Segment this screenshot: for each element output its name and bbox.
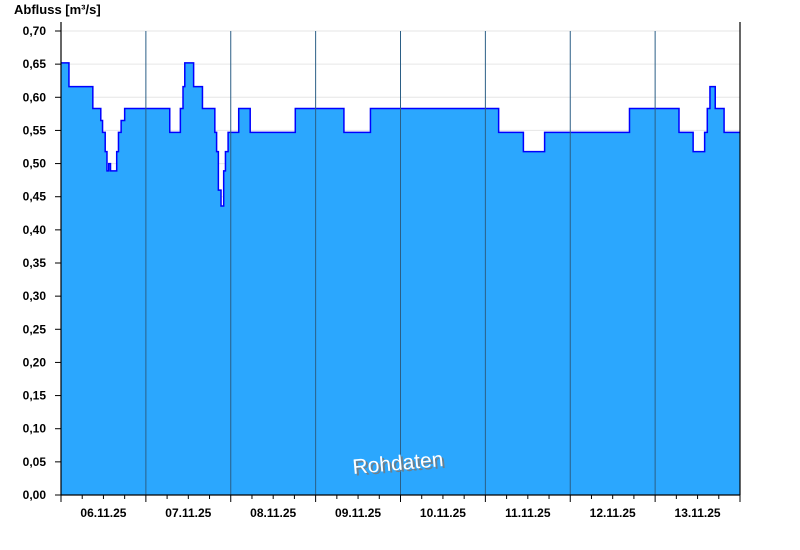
- x-tick-label: 10.11.25: [420, 506, 466, 520]
- y-tick-labels: 0,00 0,05 0,10 0,15 0,20 0,25 0,30 0,35 0,40 0,45…: [23, 24, 47, 502]
- y-tick-label: 0,15: [23, 389, 47, 403]
- y-tick-label: 0,10: [23, 422, 47, 436]
- y-tick-label: 0,50: [23, 157, 47, 171]
- y-tick-label: 0,60: [23, 90, 47, 104]
- y-tick-label: 0,25: [23, 322, 47, 336]
- day-separators: [145, 31, 656, 495]
- y-tick-label: 0,70: [23, 24, 47, 38]
- x-tick-label: 07.11.25: [165, 506, 211, 520]
- y-tick-label: 0,45: [23, 190, 47, 204]
- x-tick-labels: 06.11.25 07.11.25 08.11.25 09.11.25 10.11.25…: [80, 506, 721, 520]
- y-tick-label: 0,35: [23, 256, 47, 270]
- y-tick-label: 0,40: [23, 223, 47, 237]
- x-tick-label: 08.11.25: [250, 506, 296, 520]
- x-tick-label: 12.11.25: [590, 506, 636, 520]
- x-tick-label: 13.11.25: [675, 506, 721, 520]
- x-tick-label: 11.11.25: [505, 506, 551, 520]
- x-tick-label: 09.11.25: [335, 506, 381, 520]
- y-tick-label: 0,30: [23, 289, 47, 303]
- y-tick-label: 0,00: [23, 488, 47, 502]
- y-tick-label: 0,65: [23, 57, 47, 71]
- y-tick-label: 0,05: [23, 455, 47, 469]
- x-tick-label: 06.11.25: [80, 506, 126, 520]
- y-axis-title: Abfluss [m³/s]: [14, 2, 101, 17]
- y-tick-label: 0,55: [23, 123, 47, 137]
- discharge-line: [61, 62, 740, 207]
- axes: [55, 22, 741, 502]
- y-tick-label: 0,20: [23, 355, 47, 369]
